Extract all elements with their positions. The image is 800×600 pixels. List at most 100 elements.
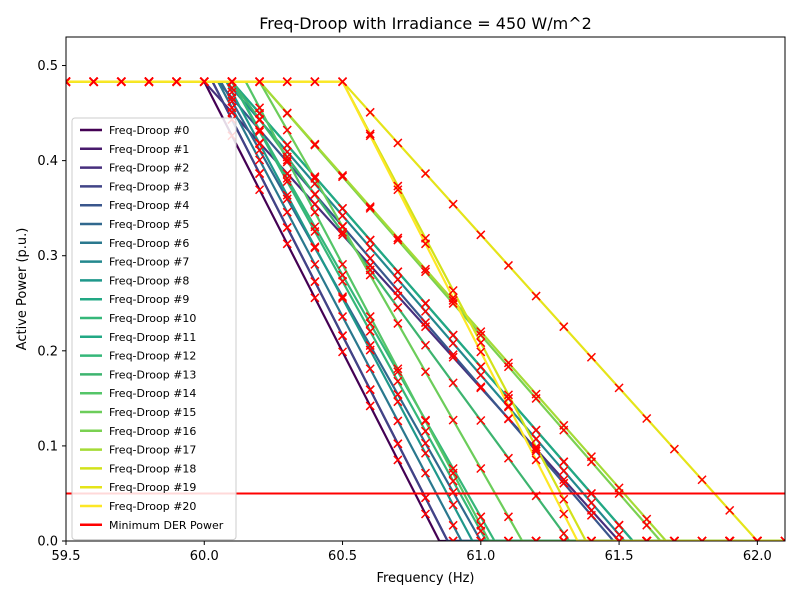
marker [476, 362, 486, 372]
legend-label-19: Freq-Droop #19 [109, 481, 196, 494]
marker [255, 125, 265, 135]
marker [503, 536, 513, 541]
marker [365, 129, 375, 139]
marker [282, 77, 292, 87]
axes-frame [65, 36, 786, 542]
marker [365, 243, 375, 253]
legend-label-14: Freq-Droop #14 [109, 387, 196, 400]
marker [448, 199, 458, 209]
marker [338, 293, 348, 303]
marker [559, 528, 569, 539]
marker [503, 260, 513, 270]
plot-area [66, 77, 785, 541]
y-tick-label: 0.0 [37, 535, 58, 550]
x-tick-label: 59.5 [52, 549, 81, 564]
marker [559, 478, 569, 488]
marker [725, 505, 735, 515]
marker [476, 536, 486, 541]
marker [393, 367, 403, 377]
marker [669, 536, 679, 541]
legend-label-0: Freq-Droop #0 [109, 124, 189, 137]
marker [448, 520, 458, 530]
marker [393, 389, 403, 399]
x-tick-label: 61.5 [605, 549, 634, 564]
marker [752, 536, 762, 541]
x-tick-label: 62.0 [743, 549, 772, 564]
marker [282, 152, 292, 162]
marker [310, 173, 320, 183]
marker [66, 77, 71, 87]
marker [559, 322, 569, 332]
marker [310, 172, 320, 182]
marker [531, 434, 541, 444]
marker [282, 140, 292, 150]
marker [614, 483, 624, 493]
marker [393, 318, 403, 328]
marker [420, 426, 431, 436]
y-tick-label: 0.3 [37, 249, 58, 264]
marker [614, 536, 624, 541]
legend-label-1: Freq-Droop #1 [109, 143, 189, 156]
marker [531, 444, 541, 454]
marker [503, 512, 513, 522]
marker [448, 487, 458, 497]
marker [199, 77, 209, 87]
marker [448, 330, 458, 340]
marker [420, 438, 431, 448]
marker [586, 536, 596, 541]
marker [116, 77, 126, 87]
marker [365, 253, 375, 263]
marker [531, 536, 541, 541]
marker [365, 235, 375, 245]
y-tick-label: 0.5 [37, 59, 58, 74]
legend-label-3: Freq-Droop #3 [109, 180, 189, 193]
marker [586, 452, 596, 462]
marker [255, 139, 265, 149]
marker [282, 177, 292, 187]
marker [476, 230, 486, 240]
legend-label-11: Freq-Droop #11 [109, 331, 196, 344]
marker [282, 223, 292, 233]
marker [448, 415, 458, 425]
marker [255, 114, 265, 124]
marker [420, 267, 431, 277]
marker [559, 475, 569, 485]
marker [393, 439, 403, 449]
marker [393, 267, 403, 277]
marker [420, 493, 431, 503]
marker [420, 468, 431, 478]
x-axis-label: Frequency (Hz) [376, 571, 474, 586]
marker [227, 96, 237, 106]
marker [448, 285, 458, 296]
marker [255, 185, 265, 195]
marker [448, 500, 458, 510]
marker [476, 338, 486, 348]
marker [586, 498, 596, 508]
marker [448, 536, 458, 541]
marker [420, 298, 431, 308]
marker [255, 169, 265, 179]
marker [365, 345, 375, 355]
marker [365, 326, 375, 336]
legend-label-21: Minimum DER Power [109, 519, 224, 532]
marker [227, 103, 237, 113]
marker [282, 108, 292, 118]
marker [282, 207, 292, 217]
marker [393, 364, 403, 374]
marker [448, 338, 458, 348]
marker [559, 536, 569, 541]
marker [586, 510, 596, 520]
marker [669, 444, 679, 454]
marker [642, 413, 652, 424]
marker [338, 222, 348, 232]
marker [420, 416, 431, 426]
marker [420, 340, 431, 350]
marker [365, 131, 375, 141]
marker [559, 457, 569, 467]
marker [255, 77, 265, 87]
marker [503, 414, 513, 424]
legend: Freq-Droop #0 Freq-Droop #1 Freq-Droop #2 F… [71, 117, 237, 541]
legend-label-7: Freq-Droop #7 [109, 256, 189, 269]
x-tick-label: 60.0 [190, 549, 219, 564]
marker [420, 239, 431, 249]
